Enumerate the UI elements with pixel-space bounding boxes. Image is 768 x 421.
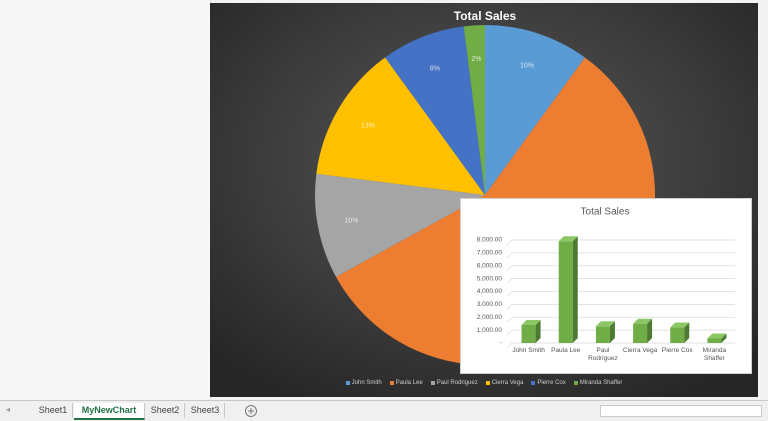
x-tick-label: Paul Rodriguez (588, 347, 618, 362)
bar-side (721, 333, 727, 343)
pie-slice (316, 57, 485, 196)
grid-line (506, 304, 735, 310)
bar-top (558, 236, 578, 242)
y-tick-label: 1,000.00 (477, 327, 503, 334)
bar (670, 322, 690, 343)
legend: John Smith Paula Lee Paul Rodriguez Cierra … (210, 380, 758, 386)
bar-top (521, 319, 541, 325)
bar-side (609, 321, 615, 343)
legend-swatch (531, 381, 536, 385)
grid-line (506, 329, 735, 336)
bar-top (633, 318, 653, 324)
bar-side (684, 322, 690, 343)
grid-line (506, 278, 735, 284)
legend-label: John Smith (351, 380, 382, 386)
data-label: 13% (361, 123, 375, 130)
data-label: 10% (520, 63, 534, 70)
horizontal-scrollbar[interactable] (600, 405, 762, 417)
x-tick-label: Miranda Shaffer (702, 347, 727, 362)
pie-slice (485, 25, 585, 195)
legend-label: Paul Rodriguez (436, 380, 478, 386)
sheet-tab[interactable]: MyNewChart (74, 403, 145, 420)
x-tick-label: John Smith (512, 347, 545, 354)
legend-item: Cierra Vega (485, 380, 524, 386)
data-label: 2% (471, 56, 481, 63)
pie-slice (385, 26, 485, 195)
grid-line (506, 342, 735, 349)
y-tick-label: 8,000.00 (477, 237, 503, 244)
legend-item: Pierre Cox (531, 380, 566, 386)
legend-item: Miranda Shaffer (573, 380, 623, 386)
bar (707, 333, 727, 343)
chart-title: Total Sales (454, 9, 517, 23)
y-tick-label: 6,000.00 (477, 262, 503, 269)
scroll-left[interactable]: ◂ (6, 405, 11, 414)
sheet-tab[interactable]: Sheet3 (186, 403, 225, 418)
bar-side (535, 319, 541, 343)
bar-front (707, 338, 722, 343)
sheet-tab[interactable]: Sheet1 (34, 403, 73, 418)
legend-label: Cierra Vega (491, 380, 524, 386)
legend-swatch (345, 381, 350, 385)
bar (521, 319, 541, 343)
y-tick-label: 3,000.00 (477, 301, 503, 308)
pie-slice (463, 25, 485, 195)
x-tick-label: Cierra Vega (622, 347, 658, 354)
legend-swatch (485, 381, 490, 385)
bar-top (707, 333, 727, 339)
pie-slice (315, 173, 485, 277)
legend-label: Paula Lee (395, 380, 423, 386)
y-tick-label: 7,000.00 (477, 250, 503, 257)
bar-top (670, 322, 690, 328)
bar-top (595, 321, 615, 327)
bar-front (670, 327, 685, 343)
sheet-tab-bar (0, 400, 768, 421)
bar-side (572, 236, 578, 343)
bar-side (647, 318, 653, 343)
y-tick-label: 5,000.00 (477, 275, 503, 282)
sheet-area (0, 0, 211, 400)
grid-line (506, 265, 735, 271)
data-label: 10% (344, 217, 358, 224)
legend-swatch (430, 381, 435, 385)
y-tick-label: - (500, 340, 502, 347)
bar-front (521, 324, 536, 343)
legend-label: Pierre Cox (537, 380, 566, 386)
grid-line (506, 239, 735, 246)
bar (633, 318, 653, 343)
grid-line (506, 316, 735, 323)
legend-swatch (389, 381, 394, 385)
legend-label: Miranda Shaffer (579, 380, 623, 386)
sheet-tab[interactable]: Sheet2 (146, 403, 185, 418)
bar-front (633, 323, 648, 343)
bar-front (558, 241, 573, 343)
legend-item: Paula Lee (389, 380, 423, 386)
y-tick-label: 4,000.00 (477, 288, 503, 295)
bar-chart-box (460, 198, 752, 374)
legend-item: John Smith (345, 380, 382, 386)
grid-line (506, 252, 735, 259)
bar-front (595, 326, 610, 343)
grid-line (506, 291, 735, 297)
x-tick-label: Pierre Cox (661, 347, 693, 354)
y-tick-label: 2,000.00 (477, 314, 503, 321)
chart-title: Total Sales (581, 207, 630, 218)
data-label: 8% (430, 65, 440, 72)
legend-item: Paul Rodriguez (430, 380, 478, 386)
bar (595, 321, 615, 343)
legend-swatch (573, 381, 578, 385)
bar (558, 236, 578, 343)
add-sheet[interactable] (244, 404, 258, 418)
x-tick-label: Paula Lee (551, 347, 581, 354)
